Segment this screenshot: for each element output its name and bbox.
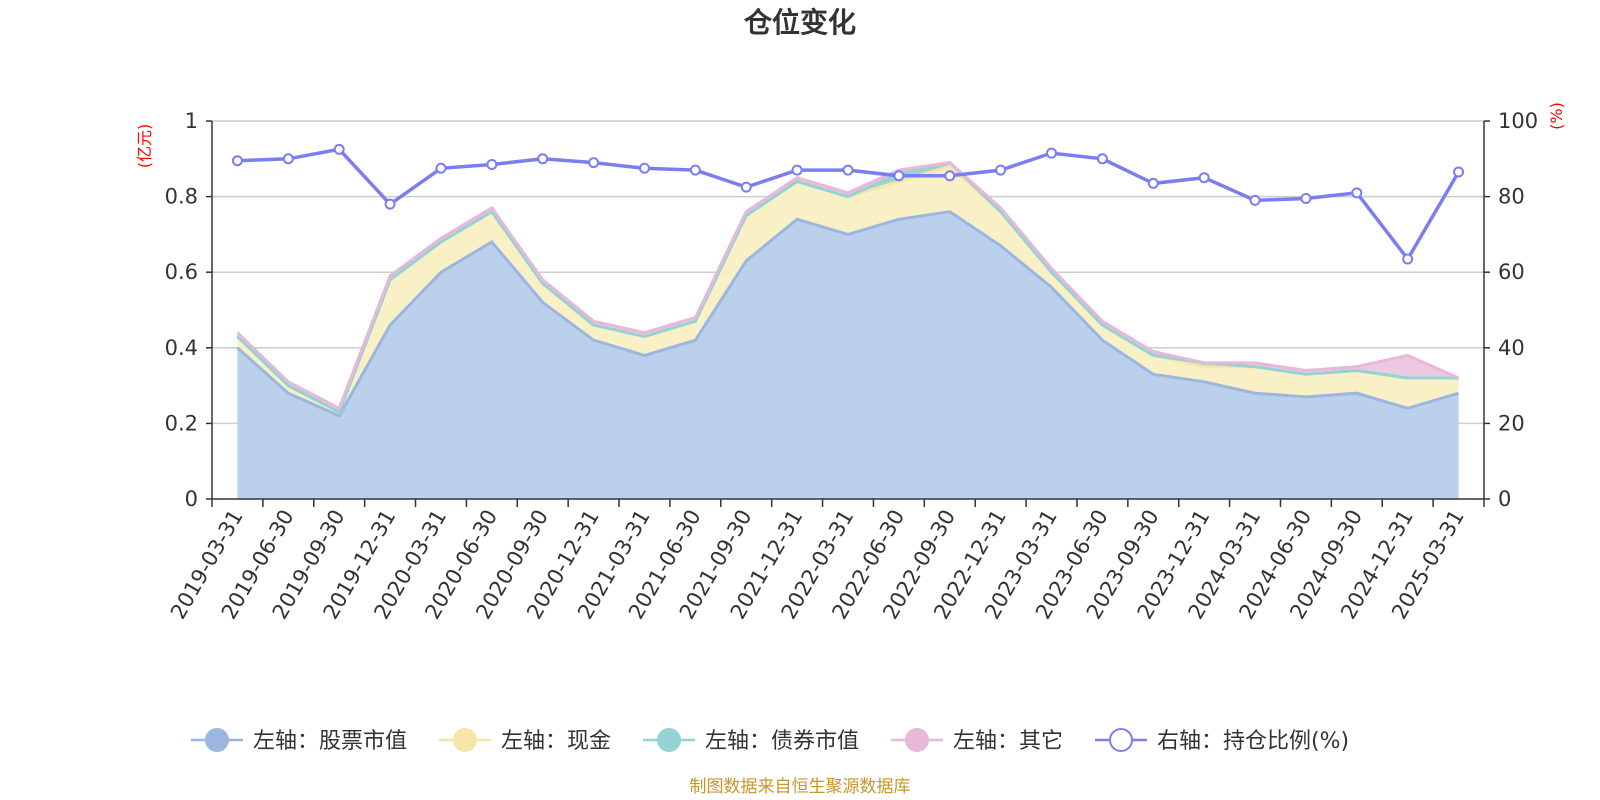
area-edge-左轴：债券市值 [236,160,1459,415]
left-tick-label: 1 [185,109,198,133]
area-edge-左轴：其它 [236,161,1460,411]
holding-ratio-point [588,157,600,169]
holding-ratio-point [1402,253,1414,265]
right-axis-unit: (%) [1547,102,1566,130]
legend-label: 左轴：债券市值 [705,729,859,754]
holding-ratio-point [638,162,650,174]
holding-ratio-point [1046,147,1058,159]
holding-ratio-point [1351,187,1363,199]
holding-ratio-point [1198,172,1210,184]
legend-marker-icon [657,728,681,752]
holding-ratio-point [231,155,243,167]
legend-item[interactable]: 左轴：债券市值 [643,728,859,754]
stacked-areas [237,162,1459,499]
legend-item[interactable]: 右轴：持仓比例(%) [1095,728,1349,754]
left-tick-label: 0.2 [165,411,198,435]
left-tick-label: 0 [185,487,198,511]
holding-ratio-point [893,170,905,182]
legend-marker-icon [905,728,929,752]
holding-ratio-point [791,164,803,176]
area-edge-左轴：股票市值 [236,210,1460,418]
holding-ratio-point [384,198,396,210]
holding-ratio-point [486,158,498,170]
legend-marker-icon [205,728,229,752]
holding-ratio-point [435,162,447,174]
holding-ratio-point [842,164,854,176]
right-tick-label: 40 [1498,336,1525,360]
legend-item[interactable]: 左轴：其它 [891,728,1063,754]
holding-ratio-point [1147,177,1159,189]
area-左轴：现金 [237,166,1459,416]
legend[interactable]: 左轴：股票市值 左轴：现金 左轴：债券市值 左轴：其它 右轴：持仓比例(%) [191,728,1349,754]
holding-ratio-point [1300,192,1312,204]
holding-ratio-point [282,153,294,165]
holding-ratio-point [689,164,701,176]
left-axis-unit: (亿元) [135,124,154,169]
legend-marker-icon [1109,728,1133,752]
right-tick-label: 60 [1498,260,1525,284]
right-tick-label: 20 [1498,411,1525,435]
left-tick-label: 0.6 [165,260,198,284]
area-左轴：股票市值 [237,211,1459,499]
holding-ratio-point [333,143,345,155]
series-lines [231,143,1465,418]
right-tick-label: 0 [1498,487,1511,511]
right-tick-label: 100 [1498,109,1538,133]
right-tick-label: 80 [1498,185,1525,209]
legend-marker-icon [453,728,477,752]
holding-ratio-point [740,181,752,193]
holding-ratio-point [1096,153,1108,165]
legend-label: 左轴：现金 [501,729,611,754]
holding-ratio-point [1249,194,1261,206]
holding-ratio-point [944,170,956,182]
legend-label: 右轴：持仓比例(%) [1157,729,1349,754]
legend-label: 左轴：其它 [953,729,1063,754]
left-tick-label: 0.8 [165,185,198,209]
holding-ratio-point [537,153,549,165]
data-source-note: 制图数据来自恒生聚源数据库 [690,777,911,797]
holding-ratio-point [995,164,1007,176]
left-tick-label: 0.4 [165,336,198,360]
legend-item[interactable]: 左轴：股票市值 [191,728,407,754]
chart-title: 仓位变化 [744,6,856,39]
holding-ratio-point [1453,166,1465,178]
legend-item[interactable]: 左轴：现金 [439,728,611,754]
legend-label: 左轴：股票市值 [253,729,407,754]
